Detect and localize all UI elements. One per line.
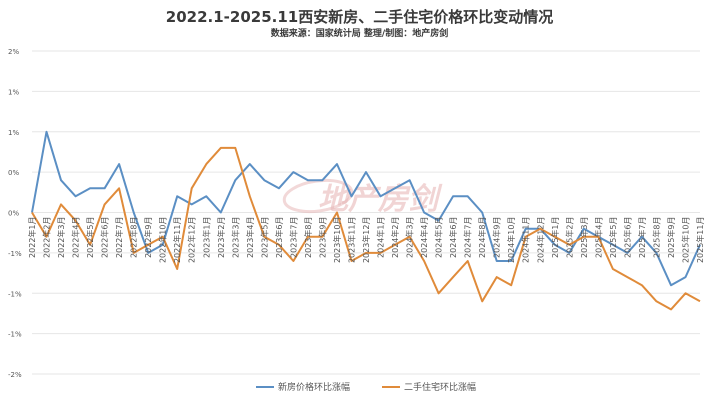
x-tick-label: 2024年10月 [506,217,516,264]
x-tick-label: 2022年2月 [42,217,52,258]
x-tick-label: 2025年4月 [593,217,603,258]
x-tick-label: 2023年10月 [332,217,342,264]
x-tick-label: 2022年3月 [56,217,66,258]
x-tick-label: 2023年4月 [245,217,255,258]
x-tick-label: 2024年12月 [535,217,545,264]
y-axis-ticks: 2% 1% 1% 0% 0% -1% -1% -1% -2% [8,48,22,379]
x-tick-label: 2023年2月 [216,216,226,257]
chart-title: 2022.1-2025.11西安新房、二手住宅价格环比变动情况 [165,8,554,26]
x-tick-label: 2022年1月 [27,217,37,258]
y-tick-label: 1% [8,88,19,96]
x-tick-label: 2025年11月 [695,217,705,264]
x-tick-label: 2024年7月 [463,217,473,258]
x-tick-label: 2022年12月 [187,217,197,264]
legend-label: 二手住宅环比涨幅 [404,381,476,393]
x-tick-label: 2022年11月 [172,217,182,264]
x-axis-ticks: 2022年1月 2022年2月 2022年3月 2022年4月 2022年5月 2022年… [27,216,705,263]
x-tick-label: 2025年3月 [579,217,589,258]
series-line-2 [31,146,701,311]
y-tick-label: 2% [8,48,19,56]
x-tick-label: 2024年4月 [419,217,429,258]
x-tick-label: 2025年6月 [622,217,632,258]
chart-subtitle: 数据来源：国家统计局 整理/制图：地产房剑 [270,29,449,39]
y-tick-label: -1% [8,331,22,339]
x-tick-label: 2024年9月 [492,217,502,258]
x-tick-label: 2022年5月 [85,217,95,258]
x-tick-label: 2024年8月 [477,217,487,258]
legend-label: 新房价格环比涨幅 [278,381,350,393]
y-tick-label: -2% [8,371,22,379]
x-tick-label: 2025年5月 [608,217,618,258]
x-tick-label: 2024年5月 [434,217,444,258]
x-tick-label: 2023年7月 [288,217,298,258]
y-tick-label: 0% [8,169,19,177]
x-tick-label: 2023年8月 [303,217,313,258]
x-tick-label: 2023年1月 [201,217,211,258]
x-tick-label: 2024年6月 [448,217,458,258]
watermark-text: 地产房剑 [318,182,443,217]
series-lines [31,130,701,311]
x-tick-label: 2025年1月 [550,217,560,258]
x-tick-label: 2022年6月 [100,217,110,258]
x-tick-label: 2025年7月 [637,217,647,258]
x-tick-label: 2023年3月 [230,217,240,258]
x-tick-label: 2024年1月 [376,217,386,258]
x-tick-label: 2025年10月 [680,217,690,264]
x-tick-label: 2024年11月 [521,217,531,264]
x-tick-label: 2022年7月 [114,217,124,258]
x-tick-label: 2024年2月 [390,217,400,258]
x-tick-label: 2023年9月 [317,217,327,258]
x-tick-label: 2023年12月 [361,217,371,264]
x-tick-label: 2022年8月 [129,217,139,258]
x-tick-label: 2025年9月 [666,217,676,258]
x-tick-label: 2023年6月 [274,217,284,258]
series-line-1 [31,130,701,287]
y-tick-label: -1% [8,290,22,298]
x-tick-label: 2022年9月 [143,217,153,258]
y-tick-label: -1% [8,250,22,258]
x-tick-label: 2022年4月 [71,217,81,258]
x-tick-label: 2023年11月 [346,217,356,264]
x-tick-label: 2023年5月 [259,217,269,258]
watermark-logo: 地产房剑 [282,178,443,217]
x-tick-label: 2022年10月 [158,217,168,264]
x-tick-label: 2025年8月 [651,217,661,258]
legend: 新房价格环比涨幅 二手住宅环比涨幅 [256,381,476,393]
y-tick-label: 1% [8,129,19,137]
y-tick-label: 0% [8,210,19,218]
x-tick-label: 2024年3月 [405,217,415,258]
x-tick-label: 2025年2月 [564,217,574,258]
